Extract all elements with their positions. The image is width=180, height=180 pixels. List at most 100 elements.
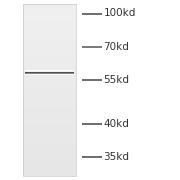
Bar xyxy=(23,115,76,116)
Bar xyxy=(23,14,76,15)
Bar xyxy=(23,47,76,48)
Bar xyxy=(23,147,76,148)
Bar xyxy=(23,28,76,29)
Bar xyxy=(23,142,76,143)
Bar xyxy=(23,166,76,167)
Bar xyxy=(23,160,76,161)
Bar xyxy=(23,133,76,134)
Bar xyxy=(23,63,76,64)
Bar xyxy=(23,44,76,45)
Bar xyxy=(23,6,76,7)
Bar xyxy=(23,16,76,17)
Bar xyxy=(23,118,76,119)
Bar xyxy=(23,156,76,157)
Bar xyxy=(23,76,76,77)
Bar xyxy=(23,67,76,68)
Bar xyxy=(23,125,76,126)
Bar xyxy=(23,35,76,36)
Bar xyxy=(23,127,76,128)
Bar xyxy=(23,107,76,108)
Bar xyxy=(23,114,76,115)
Bar xyxy=(23,74,76,75)
Bar xyxy=(23,9,76,10)
Bar xyxy=(23,122,76,123)
Bar xyxy=(23,29,76,30)
Bar xyxy=(23,150,76,151)
Bar xyxy=(23,57,76,58)
Bar xyxy=(23,112,76,113)
Bar xyxy=(23,30,76,31)
Bar xyxy=(23,153,76,154)
Bar xyxy=(23,158,76,159)
Bar xyxy=(23,171,76,172)
Bar xyxy=(23,24,76,25)
Bar xyxy=(23,157,76,158)
Bar xyxy=(23,100,76,101)
Bar xyxy=(23,11,76,12)
Bar xyxy=(23,4,76,176)
Bar xyxy=(23,163,76,164)
Bar xyxy=(23,161,76,162)
Bar xyxy=(23,88,76,89)
Bar xyxy=(23,144,76,145)
Bar xyxy=(23,12,76,13)
Bar xyxy=(23,91,76,92)
Bar xyxy=(23,59,76,60)
Text: 40kd: 40kd xyxy=(103,119,129,129)
Bar xyxy=(23,77,76,78)
Bar xyxy=(23,62,76,63)
Bar xyxy=(23,50,76,51)
Bar xyxy=(23,8,76,9)
Bar xyxy=(23,152,76,153)
Bar xyxy=(23,51,76,52)
Bar xyxy=(23,131,76,132)
Bar xyxy=(23,80,76,81)
Bar xyxy=(23,126,76,127)
Bar xyxy=(23,45,76,46)
Bar xyxy=(23,64,76,65)
Bar xyxy=(23,102,76,103)
Bar xyxy=(23,34,76,35)
Bar xyxy=(23,56,76,57)
Bar xyxy=(23,87,76,88)
Bar xyxy=(23,175,76,176)
Bar xyxy=(23,105,76,106)
Bar xyxy=(23,146,76,147)
Bar xyxy=(23,33,76,34)
Bar xyxy=(23,159,76,160)
Bar xyxy=(23,121,76,122)
Bar xyxy=(23,148,76,149)
Bar xyxy=(23,130,76,131)
Bar xyxy=(23,4,76,5)
Bar xyxy=(23,139,76,140)
Bar xyxy=(23,84,76,85)
Bar xyxy=(23,65,76,66)
Bar xyxy=(23,95,76,96)
Bar xyxy=(23,117,76,118)
Bar xyxy=(23,36,76,37)
Bar xyxy=(23,120,76,121)
Bar xyxy=(23,82,76,83)
Bar xyxy=(23,79,76,80)
Bar xyxy=(23,137,76,138)
Bar xyxy=(23,155,76,156)
Text: 100kd: 100kd xyxy=(103,8,136,19)
Bar xyxy=(23,41,76,42)
Bar xyxy=(23,93,76,94)
Bar xyxy=(23,134,76,135)
Bar xyxy=(23,111,76,112)
Bar xyxy=(23,73,76,74)
Bar xyxy=(23,154,76,155)
Bar xyxy=(23,140,76,141)
Bar xyxy=(23,98,76,99)
Bar xyxy=(23,167,76,168)
Bar xyxy=(23,23,76,24)
Bar xyxy=(23,52,76,53)
Bar xyxy=(23,18,76,19)
Bar xyxy=(23,10,76,11)
Bar xyxy=(23,53,76,54)
Bar xyxy=(23,119,76,120)
Bar xyxy=(23,40,76,41)
Bar xyxy=(23,165,76,166)
Bar xyxy=(23,172,76,173)
